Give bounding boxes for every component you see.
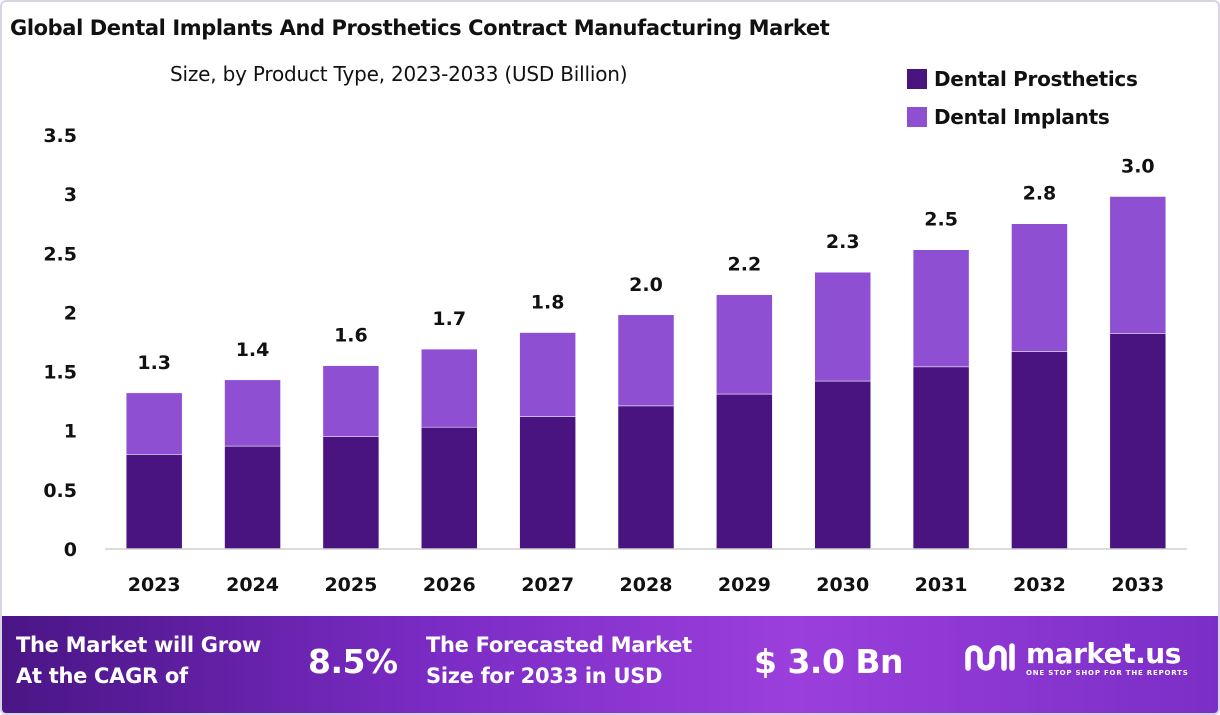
y-tick-label: 3.5 [43,125,77,147]
bar-segment-dental-prosthetics [125,454,183,550]
legend-label-dental-implants: Dental Implants [934,105,1110,129]
bar-total-label: 1.8 [531,292,565,314]
cagr-value: 8.5% [308,642,398,681]
x-tick-label: 2027 [521,574,574,596]
y-tick-label: 1.5 [43,362,77,384]
forecast-caption: The Forecasted Market Size for 2033 in U… [426,630,692,692]
y-tick-label: 0.5 [43,480,77,502]
x-tick-label: 2028 [620,574,673,596]
bar-total-label: 1.3 [137,352,171,374]
bar-segment-dental-implants [716,294,773,395]
cagr-caption-line1: The Market will Grow [16,633,261,657]
y-tick-label: 2 [64,302,77,324]
cagr-caption-line2: At the CAGR of [16,664,188,688]
bar-total-label: 1.6 [334,325,368,347]
bar-segment-dental-prosthetics [1011,351,1068,550]
bar-total-label: 2.0 [629,274,663,296]
y-tick-label: 1 [64,421,77,443]
summary-banner: The Market will Grow At the CAGR of 8.5%… [2,616,1218,713]
bar-total-label: 1.4 [236,339,270,361]
y-tick-label: 2.5 [43,243,77,265]
bar-segment-dental-implants [224,379,281,447]
x-tick-label: 2032 [1013,574,1066,596]
bar-segment-dental-prosthetics [1109,333,1167,550]
legend-swatch-dental-prosthetics [907,69,927,89]
bar-segment-dental-prosthetics [322,436,380,550]
bar-segment-dental-implants [1011,223,1068,352]
bar-segment-dental-implants [617,314,675,407]
legend-swatch-dental-implants [907,107,927,127]
bar-segment-dental-implants [519,332,576,417]
chart-title: Global Dental Implants And Prosthetics C… [10,16,830,40]
bar-segment-dental-prosthetics [224,445,281,550]
bar-total-label: 2.2 [728,254,762,276]
x-tick-label: 2026 [423,574,476,596]
y-tick-label: 3 [64,184,77,206]
cagr-caption: The Market will Grow At the CAGR of [16,630,261,692]
bar-segment-dental-prosthetics [716,393,773,550]
bar-segment-dental-prosthetics [519,416,576,550]
brand-name: market.us [1026,637,1181,670]
bar-total-label: 2.5 [924,209,958,231]
bar-segment-dental-implants [912,249,970,368]
x-tick-label: 2031 [915,574,968,596]
y-tick-label: 0 [64,539,77,561]
x-tick-label: 2033 [1111,574,1164,596]
x-tick-label: 2024 [226,574,279,596]
bar-segment-dental-prosthetics [421,426,478,550]
bar-segment-dental-implants [1109,196,1167,334]
bar-segment-dental-prosthetics [912,366,970,550]
forecast-caption-line1: The Forecasted Market [426,633,692,657]
bar-total-label: 2.3 [826,231,860,253]
forecast-value: $ 3.0 Bn [754,642,904,681]
chart-subtitle: Size, by Product Type, 2023-2033 (USD Bi… [170,62,628,86]
bar-segment-dental-implants [814,271,871,382]
bar-segment-dental-implants [125,392,183,455]
x-tick-label: 2029 [718,574,771,596]
x-tick-label: 2023 [128,574,181,596]
chart-legend: Dental Prosthetics Dental Implants [907,60,1138,136]
bar-segment-dental-prosthetics [814,380,871,550]
bar-segment-dental-implants [322,365,380,437]
brand-tagline: ONE STOP SHOP FOR THE REPORTS [1026,669,1189,677]
x-tick-label: 2025 [324,574,377,596]
bar-segment-dental-prosthetics [617,405,675,550]
brand-logo: market.us ONE STOP SHOP FOR THE REPORTS [962,638,1189,678]
legend-item-dental-prosthetics: Dental Prosthetics [907,60,1138,98]
legend-item-dental-implants: Dental Implants [907,98,1138,136]
legend-label-dental-prosthetics: Dental Prosthetics [934,67,1138,91]
market-us-logo-icon [965,643,1015,671]
bar-total-label: 3.0 [1121,156,1155,178]
bar-total-label: 1.7 [432,308,466,330]
x-tick-label: 2030 [816,574,869,596]
forecast-caption-line2: Size for 2033 in USD [426,664,663,688]
bar-total-label: 2.8 [1023,183,1057,205]
bar-segment-dental-implants [421,348,478,428]
stacked-bar-chart: 0 0.5 1 1.5 2 2.5 3 3.5 1.3 2023 1.4 2024 1.6 2025 1.7… [43,125,1187,596]
